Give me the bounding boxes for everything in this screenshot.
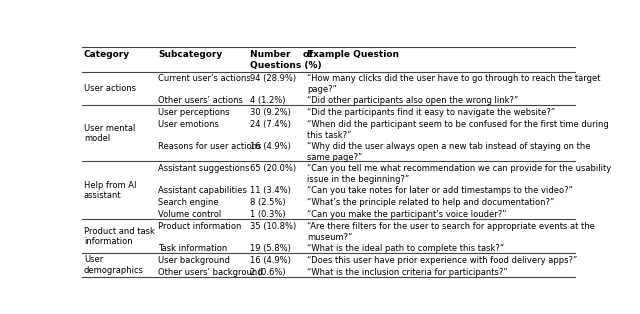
- Text: “Did the participants find it easy to navigate the website?”: “Did the participants find it easy to na…: [307, 108, 556, 117]
- Text: Subcategory: Subcategory: [158, 50, 223, 59]
- Text: “Are there filters for the user to search for appropriate events at the
museum?”: “Are there filters for the user to searc…: [307, 222, 595, 242]
- Text: “Did other participants also open the wrong link?”: “Did other participants also open the wr…: [307, 96, 518, 105]
- Text: Category: Category: [84, 50, 130, 59]
- Text: 94 (28.9%): 94 (28.9%): [250, 74, 296, 83]
- Text: 11 (3.4%): 11 (3.4%): [250, 186, 291, 195]
- Text: 2 (0.6%): 2 (0.6%): [250, 268, 285, 277]
- Text: User mental
model: User mental model: [84, 124, 135, 143]
- Text: 16 (4.9%): 16 (4.9%): [250, 142, 291, 151]
- Text: “What is the ideal path to complete this task?”: “What is the ideal path to complete this…: [307, 244, 504, 253]
- Text: 65 (20.0%): 65 (20.0%): [250, 164, 296, 173]
- Text: User emotions: User emotions: [158, 120, 220, 129]
- Text: Task information: Task information: [158, 244, 228, 253]
- Text: “When did the participant seem to be confused for the first time during
this tas: “When did the participant seem to be con…: [307, 120, 609, 140]
- Text: 16 (4.9%): 16 (4.9%): [250, 256, 291, 265]
- Text: 35 (10.8%): 35 (10.8%): [250, 222, 296, 231]
- Text: “What’s the principle related to help and documentation?”: “What’s the principle related to help an…: [307, 198, 554, 207]
- Text: User perceptions: User perceptions: [158, 108, 230, 117]
- Text: “Why did the user always open a new tab instead of staying on the
same page?”: “Why did the user always open a new tab …: [307, 142, 591, 162]
- Text: Reasons for user actions: Reasons for user actions: [158, 142, 262, 151]
- Text: User
demographics: User demographics: [84, 255, 144, 275]
- Text: Volume control: Volume control: [158, 210, 221, 219]
- Text: 24 (7.4%): 24 (7.4%): [250, 120, 291, 129]
- Text: 4 (1.2%): 4 (1.2%): [250, 96, 285, 105]
- Text: Example Question: Example Question: [307, 50, 399, 59]
- Text: Number    of
Questions (%): Number of Questions (%): [250, 50, 322, 70]
- Text: “Can you take notes for later or add timestamps to the video?”: “Can you take notes for later or add tim…: [307, 186, 573, 195]
- Text: “What is the inclusion criteria for participants?”: “What is the inclusion criteria for part…: [307, 268, 508, 277]
- Text: “Can you tell me what recommendation we can provide for the usability
issue in t: “Can you tell me what recommendation we …: [307, 164, 611, 184]
- Text: 1 (0.3%): 1 (0.3%): [250, 210, 285, 219]
- Text: “Can you make the participant’s voice louder?”: “Can you make the participant’s voice lo…: [307, 210, 507, 219]
- Text: Assistant capabilities: Assistant capabilities: [158, 186, 247, 195]
- Text: “Does this user have prior experience with food delivery apps?”: “Does this user have prior experience wi…: [307, 256, 577, 265]
- Text: Assistant suggestions: Assistant suggestions: [158, 164, 250, 173]
- Text: Search engine: Search engine: [158, 198, 219, 207]
- Text: 30 (9.2%): 30 (9.2%): [250, 108, 291, 117]
- Text: Other users’ background: Other users’ background: [158, 268, 263, 277]
- Text: Product information: Product information: [158, 222, 242, 231]
- Text: “How many clicks did the user have to go through to reach the target
page?”: “How many clicks did the user have to go…: [307, 74, 601, 94]
- Text: 8 (2.5%): 8 (2.5%): [250, 198, 285, 207]
- Text: Current user’s actions: Current user’s actions: [158, 74, 251, 83]
- Text: Other users’ actions: Other users’ actions: [158, 96, 243, 105]
- Text: Product and task
information: Product and task information: [84, 226, 155, 246]
- Text: Help from AI
assistant: Help from AI assistant: [84, 181, 136, 200]
- Text: 19 (5.8%): 19 (5.8%): [250, 244, 291, 253]
- Text: User background: User background: [158, 256, 230, 265]
- Text: User actions: User actions: [84, 84, 136, 93]
